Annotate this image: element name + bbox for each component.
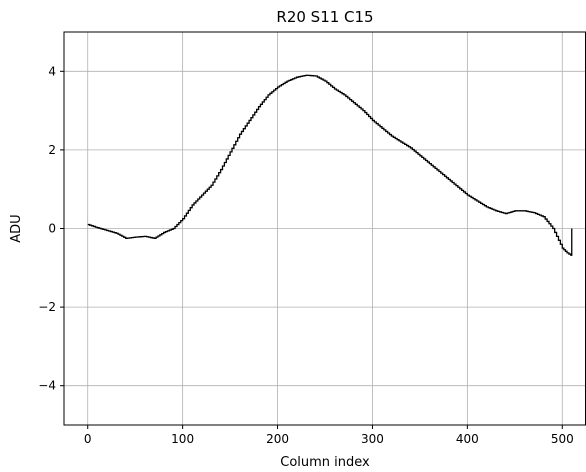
x-tick-label: 100 — [171, 432, 194, 446]
x-axis-ticks: 0 100 200 300 400 500 — [84, 425, 574, 446]
chart-title: R20 S11 C15 — [276, 8, 373, 26]
x-tick-label: 200 — [266, 432, 289, 446]
x-tick-label: 400 — [456, 432, 479, 446]
x-tick-label: 300 — [361, 432, 384, 446]
y-tick-label: −4 — [38, 379, 56, 393]
series-line — [87, 74, 573, 256]
x-tick-label: 0 — [84, 432, 92, 446]
grid-lines — [64, 32, 586, 425]
y-tick-label: 0 — [48, 222, 56, 236]
x-tick-label: 500 — [551, 432, 574, 446]
x-axis-label: Column index — [280, 455, 370, 470]
y-axis-ticks: −4 −2 0 2 4 — [38, 64, 64, 393]
y-axis-label: ADU — [9, 214, 24, 242]
y-tick-label: 2 — [48, 143, 56, 157]
y-tick-label: −2 — [38, 300, 56, 314]
y-tick-label: 4 — [48, 64, 56, 78]
plot-area — [87, 74, 573, 256]
